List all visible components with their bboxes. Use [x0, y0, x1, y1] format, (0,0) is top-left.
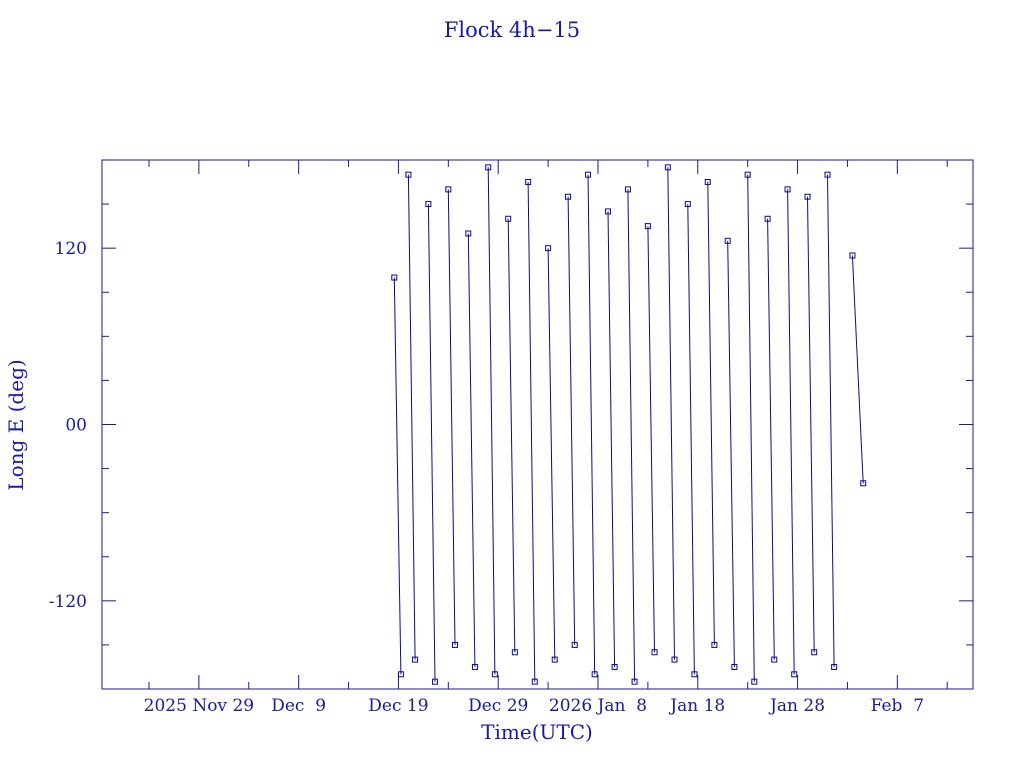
point-marker [631, 678, 638, 685]
point-marker [545, 245, 552, 252]
x-axis-label: Time(UTC) [481, 720, 593, 744]
point-marker [771, 656, 778, 663]
point-marker [405, 171, 412, 178]
y-tick-label: 120 [55, 239, 87, 259]
point-marker [791, 671, 798, 678]
point-marker [704, 179, 711, 186]
point-marker [571, 641, 578, 648]
point-marker [644, 223, 651, 230]
point-marker [391, 274, 398, 281]
series-line [393, 167, 864, 682]
x-tick-label: Jan 18 [668, 696, 725, 716]
x-tick-label: 2025 Nov 29 [144, 696, 254, 716]
point-marker [751, 678, 758, 685]
point-marker [624, 186, 631, 193]
point-marker [465, 230, 472, 237]
point-marker [425, 201, 432, 208]
point-marker [511, 649, 518, 656]
point-marker [711, 641, 718, 648]
x-tick-label: Dec 19 [368, 696, 428, 716]
point-marker [811, 649, 818, 656]
point-marker [611, 663, 618, 670]
chart-title: Flock 4h−15 [444, 18, 580, 42]
x-tick-label: Dec 9 [271, 696, 326, 716]
point-marker [664, 164, 671, 171]
point-marker [731, 663, 738, 670]
point-marker [671, 656, 678, 663]
point-marker [764, 215, 771, 222]
point-marker [451, 641, 458, 648]
x-tick-label: 2026 Jan 8 [549, 696, 647, 716]
point-marker [860, 480, 867, 487]
point-marker [505, 215, 512, 222]
x-tick-label: Dec 29 [468, 696, 528, 716]
point-marker [491, 671, 498, 678]
y-tick-label: 00 [65, 416, 87, 436]
point-marker [691, 671, 698, 678]
point-marker [591, 671, 598, 678]
point-marker [585, 171, 592, 178]
x-tick-label: Feb 7 [871, 696, 924, 716]
point-marker [432, 678, 439, 685]
point-marker [724, 237, 731, 244]
point-marker [784, 186, 791, 193]
point-marker [604, 208, 611, 215]
point-marker [684, 201, 691, 208]
point-marker [651, 649, 658, 656]
point-marker [471, 663, 478, 670]
y-tick-label: -120 [49, 592, 87, 612]
point-marker [831, 663, 838, 670]
point-marker [531, 678, 538, 685]
x-tick-label: Jan 28 [768, 696, 825, 716]
point-marker [804, 193, 811, 200]
point-marker [824, 171, 831, 178]
point-marker [485, 164, 492, 171]
point-marker [565, 193, 572, 200]
point-marker [397, 671, 404, 678]
point-marker [551, 656, 558, 663]
point-marker [849, 252, 856, 259]
point-marker [412, 656, 419, 663]
point-marker [445, 186, 452, 193]
point-marker [525, 179, 532, 186]
point-marker [744, 171, 751, 178]
y-axis-label: Long E (deg) [4, 359, 28, 490]
